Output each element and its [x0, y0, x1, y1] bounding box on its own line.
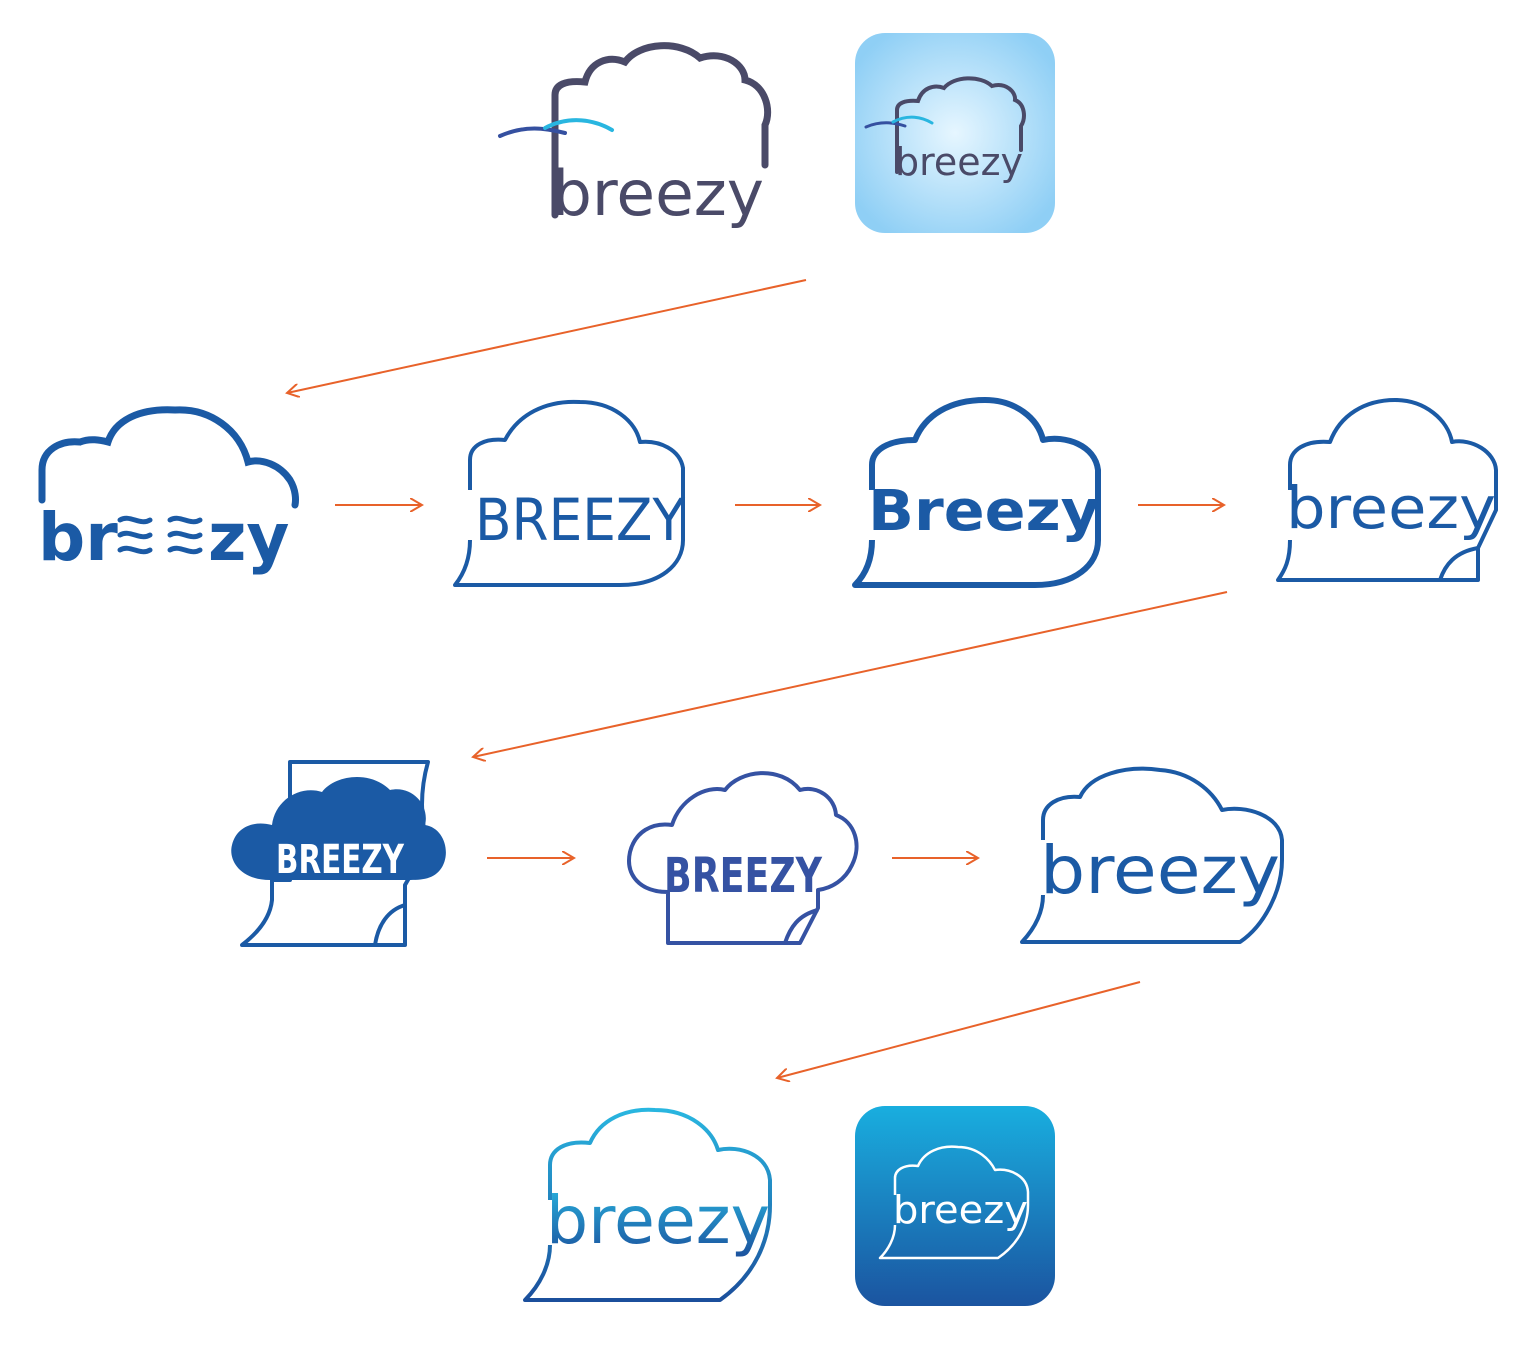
wind-wave-icon	[891, 115, 934, 125]
wave-lines-icon	[117, 515, 203, 555]
logo-9-app-wordmark: breezy	[893, 1188, 1028, 1232]
arrow-row2-to-row3	[473, 591, 1228, 757]
speech-cloud-outline-icon	[453, 399, 685, 587]
logo-6-wordmark: BREEZY	[276, 837, 405, 883]
wind-wave-icon	[864, 121, 907, 129]
logo-1-app-icon: breezy	[855, 33, 1055, 233]
logo-8-wordmark: breezy	[1040, 832, 1280, 909]
logo-3-wordmark: BREEZY	[475, 486, 686, 554]
logo-1: breezy	[498, 42, 772, 230]
logo-2-wordmark-right: zy	[208, 499, 289, 576]
logo-4-wordmark: Breezy	[868, 479, 1100, 544]
wind-wave-icon	[543, 118, 614, 132]
logo-9: breezy	[523, 1107, 772, 1302]
logo-6: BREEZY	[231, 760, 446, 947]
cloud-outline-icon	[895, 76, 1026, 174]
speech-cloud-outline-icon	[523, 1107, 772, 1302]
logo-1-app-wordmark: breezy	[895, 140, 1023, 184]
logo-9-wordmark: breezy	[546, 1182, 770, 1259]
page-curl-icon	[783, 908, 819, 944]
logo-4: Breezy	[852, 397, 1101, 588]
page-curl-icon	[373, 903, 406, 946]
logo-7-wordmark: BREEZY	[664, 848, 823, 904]
speech-cloud-outline-icon	[852, 397, 1101, 588]
logo-8: breezy	[1020, 766, 1284, 944]
page-cloud-outline-icon	[1276, 398, 1498, 582]
speech-cloud-outline-icon	[878, 1145, 1030, 1260]
cloud-outline-icon	[551, 42, 772, 219]
logo-7: BREEZY	[627, 771, 859, 945]
logo-5: breezy	[1276, 398, 1498, 582]
logo-5-wordmark: breezy	[1286, 474, 1496, 542]
wind-wave-icon	[498, 126, 567, 138]
logo-9-app-icon: breezy	[855, 1106, 1055, 1306]
speech-cloud-outline-icon	[1020, 766, 1284, 944]
logo-1-wordmark: breezy	[552, 157, 764, 230]
logo-3: BREEZY	[453, 399, 686, 587]
arrows	[287, 279, 1228, 1078]
logo-2-wordmark-left: br	[38, 499, 118, 576]
arrow-row1-to-row2	[287, 279, 807, 393]
page-curl-icon	[1438, 546, 1479, 581]
cloud-outline-icon	[38, 406, 299, 509]
logo-2: br zy	[38, 406, 299, 576]
arrow-row3-to-row4	[777, 981, 1141, 1078]
page-cloud-outline-icon	[627, 771, 859, 945]
